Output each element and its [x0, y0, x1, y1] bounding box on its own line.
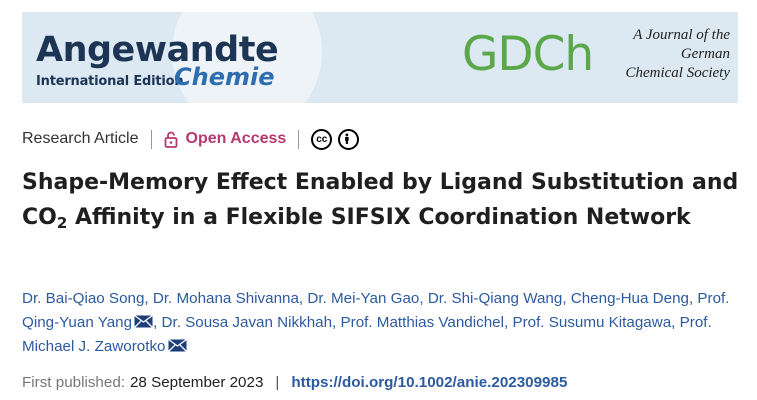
society-logo: GDCh — [462, 27, 594, 82]
journal-logo-subtitle: Chemie — [174, 63, 275, 91]
author-link[interactable]: Prof. Qing-Yuan Yang — [22, 290, 730, 331]
mail-icon[interactable] — [134, 315, 154, 328]
doi-link[interactable]: https://doi.org/10.1002/anie.202309985 — [291, 373, 568, 391]
journal-logo-edition: International Edition — [36, 74, 184, 89]
publication-date: 28 September 2023 — [129, 373, 264, 391]
article-title: Shape-Memory Effect Enabled by Ligand Su… — [22, 170, 739, 232]
attribution-icon[interactable] — [338, 128, 360, 150]
author-link[interactable]: Dr. Shi-Qiang Wang — [427, 290, 563, 307]
author-link[interactable]: Dr. Bai-Qiao Song — [22, 290, 145, 307]
article-meta-row: Research Article Open Access cc — [22, 127, 365, 151]
publication-info: First published: 28 September 2023 | htt… — [22, 370, 567, 394]
society-tagline: A Journal of the German Chemical Society — [625, 27, 730, 81]
open-access-label[interactable]: Open Access — [185, 130, 287, 147]
banner-decoration — [172, 12, 322, 103]
meta-divider — [150, 129, 152, 149]
author-link[interactable]: Prof. Susumu Kitagawa — [512, 314, 672, 331]
meta-divider — [298, 129, 300, 149]
author-link[interactable]: Dr. Mohana Shivanna — [152, 290, 299, 307]
open-lock-icon — [164, 131, 177, 148]
author-link[interactable]: Cheng-Hua Deng — [570, 290, 689, 307]
journal-banner[interactable]: Angewandte International Edition Chemie … — [22, 12, 738, 103]
author-link[interactable]: Prof. Michael J. Zaworotko — [22, 314, 712, 355]
cc-icon[interactable]: cc — [311, 128, 333, 150]
author-list: Dr. Bai-Qiao Song, Dr. Mohana Shivanna, … — [22, 290, 730, 355]
mail-icon[interactable] — [167, 339, 187, 352]
author-link[interactable]: Dr. Sousa Javan Nikkhah — [161, 314, 333, 331]
publication-divider: | — [275, 373, 280, 391]
author-link[interactable]: Dr. Mei-Yan Gao — [307, 290, 420, 307]
article-type: Research Article — [22, 130, 139, 147]
author-link[interactable]: Prof. Matthias Vandichel — [340, 314, 505, 331]
first-published-label: First published: — [22, 373, 125, 391]
journal-logo-title: Angewandte — [36, 30, 279, 70]
